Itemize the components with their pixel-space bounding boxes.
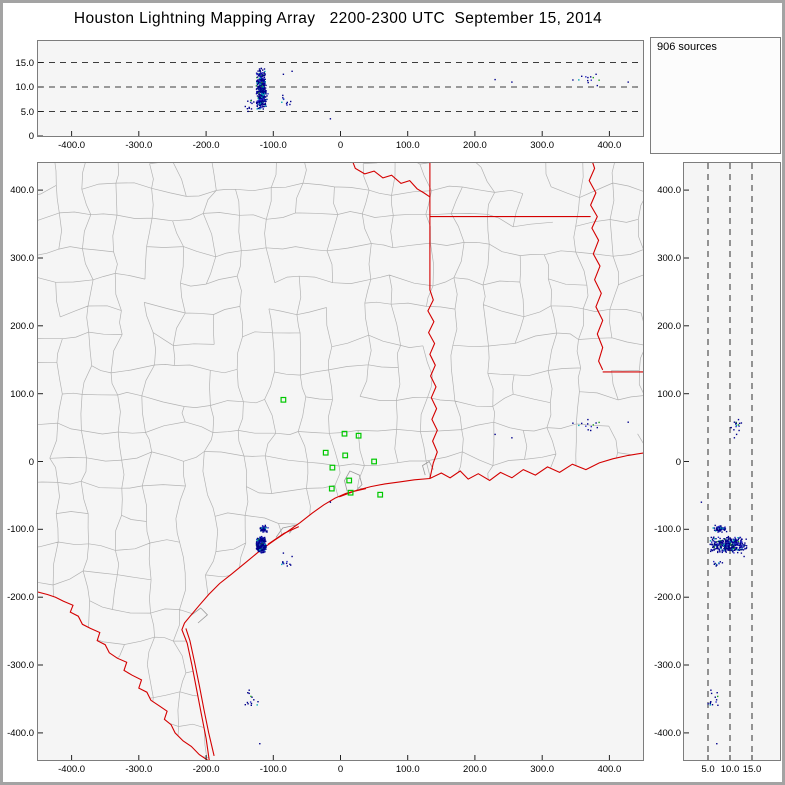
tick-label: 300.0 (530, 140, 555, 151)
tick-label: -300.0 (7, 660, 34, 672)
tick-label: -400.0 (7, 727, 34, 739)
tick-label: 10.0 (15, 82, 35, 93)
tick-label: 15.0 (742, 764, 762, 775)
tick-label: 100.0 (395, 764, 420, 775)
tick-label: 0 (337, 140, 344, 151)
tick-label: 10.0 (720, 764, 740, 775)
tick-label: 300.0 (530, 764, 555, 775)
tick-label: -300.0 (125, 140, 153, 151)
plot-title: Houston Lightning Mapping Array 2200-230… (73, 10, 603, 27)
plan-view-map (38, 163, 643, 760)
tick-label: 400.0 (597, 140, 622, 151)
axis-ticks (38, 189, 610, 760)
bay-outlines (189, 460, 434, 624)
altitude-gridlines (38, 62, 643, 112)
tick-label: 200.0 (463, 140, 487, 151)
tick-label: 0 (28, 131, 34, 142)
plan-view-map-panel (37, 162, 644, 761)
lma-stations (280, 396, 384, 498)
tick-label: 100.0 (657, 388, 681, 400)
tick-label: -100.0 (7, 524, 34, 536)
county-boundaries (38, 163, 643, 760)
axis-ticks (684, 189, 753, 760)
axis-ticks (38, 62, 610, 136)
tick-label: 5.0 (701, 764, 715, 775)
tick-label: -400.0 (654, 727, 681, 739)
tick-label: 100.0 (10, 388, 34, 400)
lightning-sources (700, 418, 748, 745)
source-count-label: 906 sources (657, 41, 717, 53)
ew-altitude-chart (38, 62, 643, 136)
tick-label: 400.0 (597, 764, 622, 775)
tick-label: 5.0 (20, 106, 34, 118)
sources-count-panel: 906 sources (650, 37, 781, 154)
tick-label: 400.0 (10, 185, 34, 197)
tick-label: -100.0 (654, 524, 681, 536)
tick-label: -200.0 (192, 764, 220, 775)
tick-label: 0 (337, 764, 344, 775)
lightning-sources (244, 418, 629, 745)
tick-label: 15.0 (15, 57, 35, 69)
tick-label: -200.0 (192, 140, 220, 151)
tick-label: 0 (675, 456, 681, 468)
state-boundaries-coastline (38, 163, 643, 760)
tick-label: -100.0 (259, 140, 287, 151)
tick-label: 200.0 (657, 320, 681, 332)
tick-label: -100.0 (259, 764, 287, 775)
tick-label: 0 (28, 456, 34, 468)
tick-label: -400.0 (58, 764, 86, 775)
ew-altitude-panel (37, 40, 644, 137)
ns-altitude-panel (683, 162, 781, 761)
tick-label: 300.0 (657, 252, 681, 264)
tick-label: -300.0 (654, 660, 681, 672)
tick-label: 200.0 (463, 764, 487, 775)
altitude-gridlines (707, 163, 753, 760)
lightning-sources (244, 67, 629, 120)
tick-label: -200.0 (654, 592, 681, 604)
tick-label: -200.0 (7, 592, 34, 604)
tick-label: 200.0 (10, 320, 34, 332)
tick-label: 100.0 (395, 140, 420, 151)
tick-label: 400.0 (657, 185, 681, 197)
tick-label: -400.0 (58, 140, 86, 151)
ns-altitude-chart (684, 163, 753, 760)
tick-label: -300.0 (125, 764, 153, 775)
tick-label: 300.0 (10, 252, 34, 264)
